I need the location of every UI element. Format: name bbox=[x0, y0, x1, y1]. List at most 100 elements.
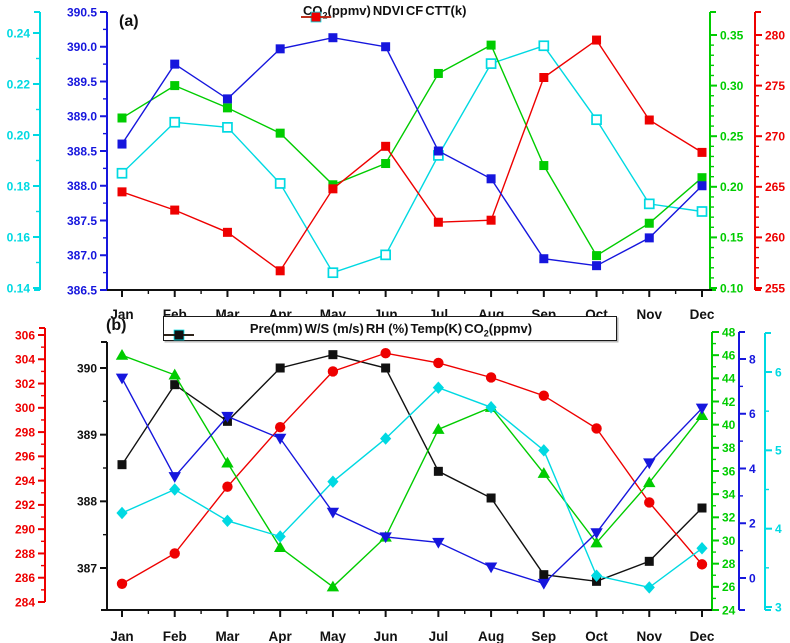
axis-tick-label: 0 bbox=[749, 571, 756, 585]
legend-item-ndvi: NDVI bbox=[301, 3, 404, 22]
data-point-diamond bbox=[696, 542, 708, 555]
data-point-square bbox=[170, 205, 180, 215]
axis-tick-label: 34 bbox=[722, 487, 736, 501]
data-point-triangle-down bbox=[115, 373, 129, 385]
series-w-s-m-s bbox=[116, 381, 708, 594]
data-point-square bbox=[486, 174, 496, 184]
data-point-triangle-up bbox=[643, 476, 656, 488]
data-point-circle bbox=[644, 497, 655, 508]
data-point-circle bbox=[222, 481, 233, 492]
data-point-open-square bbox=[380, 249, 391, 261]
axis-pre: 0 2 4 6 8 bbox=[738, 331, 756, 611]
data-point-square bbox=[381, 159, 391, 169]
axis-tick-label: 390.5 bbox=[67, 5, 97, 19]
data-point-square bbox=[539, 161, 549, 171]
axis-tick-label: 0.20 bbox=[720, 180, 744, 194]
data-point-triangle-down bbox=[379, 532, 392, 544]
data-point-diamond bbox=[538, 444, 550, 457]
data-point-square bbox=[697, 181, 707, 191]
axis-tick-label: 390 bbox=[77, 361, 97, 375]
axis-tick-label: 389 bbox=[77, 428, 97, 442]
data-point-square bbox=[170, 81, 180, 91]
data-point-square bbox=[592, 261, 602, 271]
axis-tick-label: 0.14 bbox=[7, 281, 31, 295]
axis-tick-label: 0.30 bbox=[720, 79, 744, 93]
axis-tick-label: 2 bbox=[749, 517, 756, 531]
data-point-triangle-up bbox=[432, 423, 445, 434]
panel-a-label: (a) bbox=[119, 13, 139, 30]
legend-item-rh: RH (%) bbox=[164, 321, 408, 339]
axis-tick-label: 306 bbox=[15, 328, 35, 342]
data-point-square bbox=[592, 251, 602, 261]
month-label: Oct bbox=[585, 629, 608, 643]
data-point-diamond bbox=[380, 432, 392, 445]
axis-tick-label: 284 bbox=[15, 595, 35, 609]
month-label: Jul bbox=[429, 629, 449, 643]
data-point-triangle-down bbox=[695, 403, 709, 415]
axis-tick-label: 6 bbox=[749, 407, 756, 421]
data-point-square bbox=[486, 493, 496, 503]
axis-tick-label: 6 bbox=[775, 365, 782, 379]
axis-tick-label: 0.25 bbox=[720, 130, 744, 144]
axis-tick-label: 3 bbox=[775, 600, 782, 614]
axis-tick-label: 388 bbox=[77, 495, 97, 509]
data-point-square bbox=[170, 380, 180, 390]
data-point-square bbox=[644, 233, 654, 243]
axis-tick-label: 5 bbox=[775, 444, 782, 458]
axis-tick-label: 0.24 bbox=[7, 26, 31, 40]
data-point-open-square bbox=[643, 198, 655, 210]
axis-tempb: 284 286 288 290 292 294 296 298 300 302 304 306 bbox=[15, 327, 46, 609]
series-temp-k bbox=[116, 348, 708, 589]
panel-b-legend: Pre(mm) W/S (m/s) RH (%) Temp(K) CO2(ppmv) bbox=[163, 316, 617, 341]
data-point-square bbox=[539, 73, 549, 83]
data-point-square bbox=[433, 466, 443, 476]
data-point-square bbox=[486, 215, 496, 225]
data-point-square bbox=[170, 59, 180, 69]
data-point-circle bbox=[274, 422, 286, 433]
data-point-square bbox=[433, 68, 443, 78]
axis-tick-label: 389.5 bbox=[67, 75, 97, 89]
axis-ctt: 255 260 265 270 275 280 bbox=[754, 11, 785, 295]
data-point-square bbox=[328, 184, 338, 194]
data-point-triangle-down bbox=[273, 433, 287, 445]
axis-tick-label: 388.0 bbox=[67, 179, 97, 193]
panel-b-chart: 2842862882902922942962983003023043063873… bbox=[15, 325, 782, 643]
month-label: Nov bbox=[637, 307, 663, 322]
month-label: May bbox=[320, 629, 347, 643]
axis-tick-label: 270 bbox=[765, 130, 785, 144]
axis-tick-label: 4 bbox=[775, 522, 782, 536]
data-point-circle bbox=[433, 357, 444, 369]
axis-tick-label: 0.22 bbox=[7, 77, 31, 91]
axis-tick-label: 387 bbox=[77, 561, 97, 575]
axis-tick-label: 38 bbox=[722, 441, 736, 455]
data-point-diamond bbox=[485, 401, 497, 414]
data-point-open-square bbox=[696, 206, 708, 217]
legend-label: Pre(mm) bbox=[249, 321, 303, 336]
axis-tick-label: 0.16 bbox=[7, 230, 31, 244]
data-point-square bbox=[328, 33, 338, 43]
data-point-diamond bbox=[169, 483, 181, 496]
data-point-open-square bbox=[485, 58, 497, 69]
axis-tick-label: 265 bbox=[765, 180, 785, 194]
data-point-square bbox=[381, 141, 391, 151]
data-point-square bbox=[275, 363, 285, 373]
data-point-open-square bbox=[538, 40, 550, 52]
series-pre-mm bbox=[115, 373, 709, 590]
axis-tick-label: 0.10 bbox=[720, 281, 744, 295]
axis-tick-label: 275 bbox=[765, 79, 785, 93]
data-point-open-square bbox=[591, 114, 602, 126]
data-point-circle bbox=[591, 423, 602, 434]
data-point-triangle-up bbox=[590, 536, 603, 548]
data-point-triangle-up bbox=[537, 467, 551, 478]
x-axis-months: Jan Feb Mar Apr May Jun Jul Aug Sep Oct Nov Dec bbox=[107, 609, 715, 643]
data-point-diamond bbox=[274, 530, 286, 543]
month-label: Aug bbox=[478, 629, 504, 643]
axis-tick-label: 304 bbox=[15, 353, 35, 367]
axis-tick-label: 8 bbox=[749, 352, 756, 366]
legend-label: CO2(ppmv) bbox=[464, 321, 533, 339]
axis-tick-label: 36 bbox=[722, 464, 736, 478]
month-label: Nov bbox=[637, 629, 663, 643]
axis-rh: 24 26 28 30 32 34 36 38 40 42 44 46 48 bbox=[711, 325, 736, 617]
axis-tick-label: 30 bbox=[722, 534, 736, 548]
